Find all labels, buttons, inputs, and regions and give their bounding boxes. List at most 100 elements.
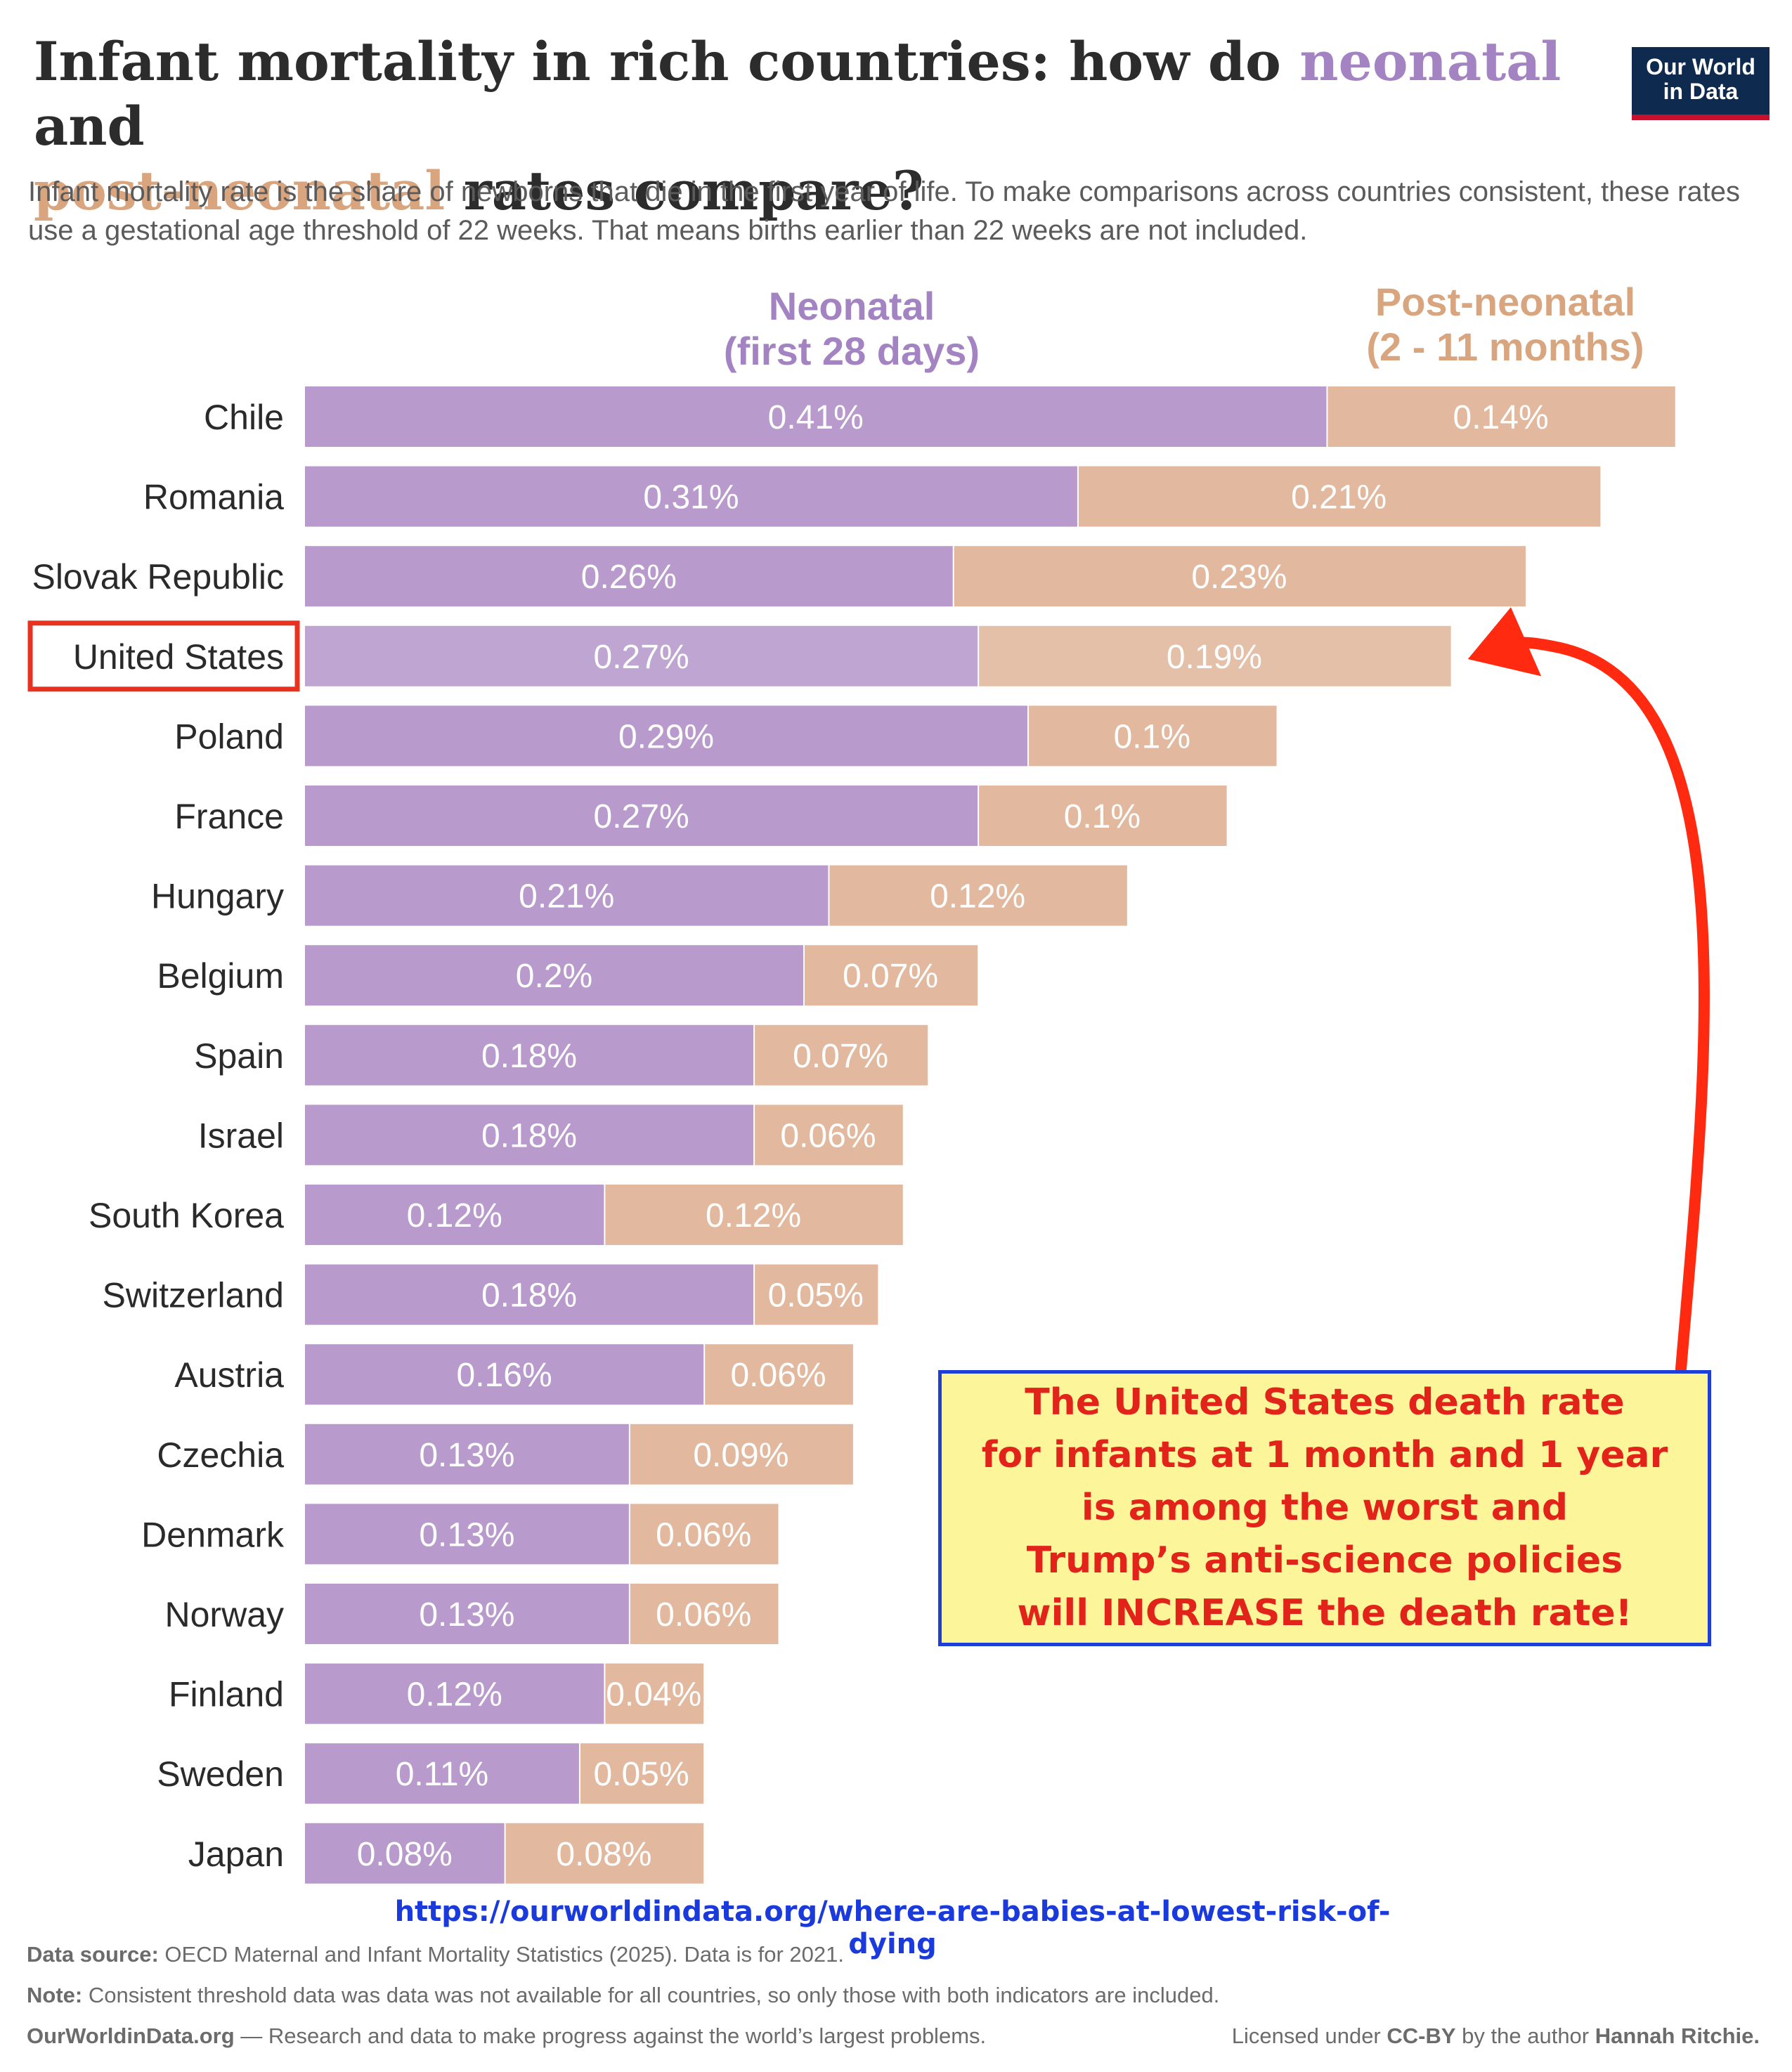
footer-source-label: Data source: [27,1942,159,1967]
category-label: Chile [204,398,284,437]
category-label: Hungary [151,877,284,916]
data-label-neonatal: 0.21% [519,878,614,916]
footer-site: OurWorldinData.org — Research and data t… [27,2024,986,2049]
data-label-post-neonatal: 0.08% [556,1836,651,1873]
bar-neonatal [305,945,803,1006]
title-text-3: rates compare? [445,159,924,222]
title-neonatal-word: neonatal [1299,30,1561,93]
data-label-neonatal: 0.26% [581,559,677,596]
footer-license-link[interactable]: CC-BY [1387,2024,1456,2048]
logo-line-1: Our World [1646,54,1755,79]
owid-logo[interactable]: Our World in Data [1632,47,1770,120]
bar-post-neonatal [755,1024,928,1086]
category-label: Spain [194,1036,284,1076]
data-label-neonatal: 0.18% [481,1117,577,1154]
data-label-post-neonatal: 0.06% [730,1357,826,1394]
bar-post-neonatal [580,1743,704,1804]
source-url-link[interactable]: https://ourworldindata.org/where-are-bab… [394,1896,1391,1960]
bar-neonatal [305,1823,505,1884]
legend-post-neonatal: Post-neonatal (2 - 11 months) [1366,280,1644,369]
highlight-box [27,620,300,692]
data-label-neonatal: 0.31% [643,479,739,516]
bar-post-neonatal [505,1823,704,1884]
category-label: Japan [188,1835,284,1874]
legend-neonatal: Neonatal (first 28 days) [724,284,980,373]
bar-neonatal [305,1024,754,1086]
data-label-post-neonatal: 0.19% [1167,639,1262,676]
category-label: South Korea [89,1196,284,1235]
data-label-post-neonatal: 0.07% [843,958,938,995]
callout-text: The United States death rate for infants… [981,1381,1668,1634]
chart-subtitle: Infant mortality rate is the share of ne… [28,176,1740,246]
data-label-post-neonatal: 0.23% [1191,559,1287,596]
footer-license-prefix: Licensed under [1231,2024,1387,2048]
title-post-neonatal-word: post-neonatal [34,159,446,222]
bar-post-neonatal [605,1663,704,1724]
bar-post-neonatal [805,945,978,1006]
bar-post-neonatal [755,1264,878,1325]
bar-neonatal [305,865,829,926]
data-label-post-neonatal: 0.1% [1114,718,1190,755]
annotation-callout: The United States death rate for infants… [938,1370,1711,1646]
category-label: Romania [143,478,284,517]
category-label: France [174,797,284,836]
data-label-neonatal: 0.13% [419,1596,514,1634]
bar-neonatal [305,386,1327,447]
logo-line-2: in Data [1663,79,1739,104]
bar-neonatal [305,786,978,846]
bar-neonatal [305,546,953,607]
data-label-post-neonatal: 0.09% [693,1437,788,1474]
data-label-post-neonatal: 0.14% [1453,399,1549,436]
data-label-neonatal: 0.13% [419,1437,514,1474]
category-label: Norway [165,1595,284,1634]
bar-post-neonatal [979,786,1227,846]
bar-post-neonatal [1078,466,1601,527]
bar-neonatal [305,1185,604,1245]
data-label-post-neonatal: 0.06% [656,1516,751,1553]
category-label: United States [73,637,284,677]
data-label-post-neonatal: 0.04% [606,1676,701,1714]
data-label-post-neonatal: 0.21% [1291,479,1387,516]
bar-post-neonatal [705,1344,853,1405]
data-label-post-neonatal: 0.12% [706,1197,801,1234]
bar-neonatal [305,1504,629,1565]
bar-post-neonatal [1327,386,1675,447]
bar-neonatal [305,625,978,686]
footer-source: Data source: OECD Maternal and Infant Mo… [27,1942,844,1967]
footer-author: Hannah Ritchie. [1595,2024,1760,2048]
chart-title: Infant mortality in rich countries: how … [34,30,1580,223]
title-text-2: and [34,95,145,157]
bar-neonatal [305,1105,754,1166]
annotation-arrow [1467,607,1710,1374]
category-label: Finland [169,1675,284,1714]
data-label-neonatal: 0.08% [357,1836,453,1873]
data-label-neonatal: 0.27% [594,639,689,676]
bar-neonatal [305,705,1028,767]
bar-neonatal [305,1584,629,1644]
footer-note-label: Note: [27,1983,83,2007]
category-label: Poland [174,717,284,756]
category-label: Switzerland [103,1276,284,1315]
footer-note: Note: Consistent threshold data was data… [27,1983,1219,2008]
title-text-1: Infant mortality in rich countries: how … [34,30,1300,93]
category-label: Czechia [157,1435,284,1475]
data-label-post-neonatal: 0.06% [780,1117,876,1154]
data-label-neonatal: 0.13% [419,1516,514,1553]
bar-post-neonatal [630,1584,779,1644]
bar-post-neonatal [605,1185,903,1245]
data-label-post-neonatal: 0.12% [930,878,1025,916]
data-label-neonatal: 0.12% [407,1676,502,1714]
data-label-post-neonatal: 0.05% [768,1277,864,1315]
data-label-neonatal: 0.18% [481,1038,577,1075]
bar-neonatal [305,466,1077,527]
data-label-post-neonatal: 0.07% [793,1038,888,1075]
bar-neonatal [305,1423,629,1485]
data-label-neonatal: 0.18% [481,1277,577,1315]
category-label: Slovak Republic [32,557,284,597]
footer-tagline: — Research and data to make progress aga… [234,2024,987,2048]
data-label-neonatal: 0.16% [457,1357,552,1394]
bar-post-neonatal [755,1105,903,1166]
bar-post-neonatal [630,1504,779,1565]
footer-site-link[interactable]: OurWorldinData.org [27,2024,235,2048]
